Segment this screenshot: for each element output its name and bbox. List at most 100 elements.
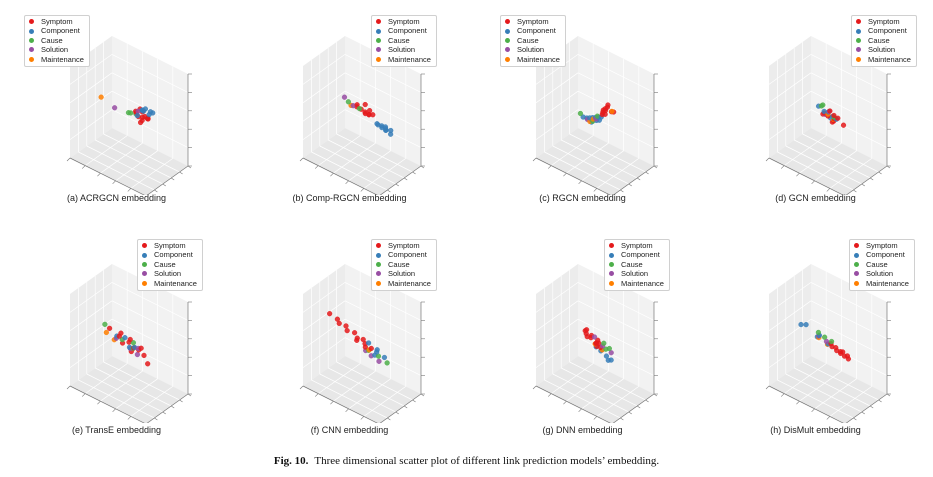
gridline [319,145,396,185]
gridline [95,139,172,179]
gridline [785,373,862,413]
x-axis-line [535,385,611,423]
gridline [552,145,629,185]
panel-caption: (f) CNN embedding [310,425,389,435]
x-axis-line [69,385,145,423]
point-cause [577,110,584,117]
gridline [577,282,655,321]
point-cause [815,329,822,336]
gridline [100,370,143,402]
gridline [596,158,640,189]
gridline [111,109,189,148]
gridline [768,300,812,332]
y-tick [395,183,399,187]
gridline [566,142,609,174]
gridline [328,367,405,407]
gridline [768,72,812,104]
point-cause [102,321,108,327]
y-tick [870,405,874,409]
point-symptom [354,335,360,341]
legend-label: Symptom [154,241,186,250]
point-solution [341,94,348,100]
gridline [561,367,638,407]
point-solution [112,105,118,111]
gridline [810,300,888,340]
legend-label: Maintenance [388,54,431,64]
x-tick [314,165,319,169]
legend-label: Solution [866,269,894,279]
y-axis-line [146,165,189,195]
pane-floor [536,356,654,423]
legend-label: Cause [621,259,643,269]
gridline [577,337,655,376]
x-axis-line [302,157,378,195]
x-axis-line [302,385,378,423]
gridline [344,54,422,93]
gridline [69,72,113,104]
gridline [552,373,629,413]
gridline [69,300,113,332]
gridline [783,363,827,394]
x-tick [81,393,86,397]
x-tick [112,180,116,185]
x-tick [796,172,800,177]
panel-caption: (e) TransE embedding [71,425,162,435]
x-tick [330,400,334,405]
point-component [147,109,154,115]
pane-back-left [811,264,887,394]
pane-back-right [769,36,811,158]
gridline [810,54,888,93]
panel-transe-plot [66,264,192,423]
x-axis-line [768,157,844,195]
point-symptom [368,345,374,352]
legend-label: Cause [154,259,176,269]
x-tick [563,400,567,405]
y-tick [420,165,425,169]
gridline [363,158,407,189]
y-tick [861,183,865,187]
point-symptom [595,337,601,343]
gridline [810,72,888,112]
legend-label: Symptom [866,241,898,250]
y-tick [395,411,399,415]
legend-label: Symptom [388,241,420,250]
gridline [319,373,396,413]
legend: Symptom Component Cause Solution Maintenance [851,15,917,68]
legend-label: Component [517,26,556,36]
pane-floor [303,128,421,195]
gridline [581,150,624,182]
panel-comp-rgcn-plot [299,36,425,195]
gridline [111,72,189,112]
point-component [122,335,128,341]
legend-item: Symptom [505,17,560,26]
point-cause [822,334,828,340]
panel-dnn-plot [532,264,658,423]
legend-marker [854,252,859,258]
point-symptom [370,112,376,118]
legend-item: Cause [376,260,431,269]
legend-marker [376,38,381,44]
gridline [550,363,594,394]
gridline [810,90,888,130]
legend-marker [854,262,859,268]
legend-marker [376,28,381,34]
gridline [302,109,346,140]
figure-caption: Fig. 10. Three dimensional scatter plot o… [0,455,933,467]
gridline [86,373,163,413]
gridline [100,142,143,174]
y-tick [179,399,183,403]
point-symptom [351,330,358,336]
x-tick [532,385,537,390]
point-component [608,357,614,363]
gridline [569,361,646,401]
legend-marker [505,47,510,53]
gridline [561,139,638,179]
x-tick [360,188,365,192]
pane-back-left [345,36,421,166]
gridline [84,135,128,166]
legend-label: Symptom [621,241,653,250]
legend-item: Solution [854,269,909,278]
point-component [139,107,146,113]
legend-label: Symptom [388,17,420,26]
